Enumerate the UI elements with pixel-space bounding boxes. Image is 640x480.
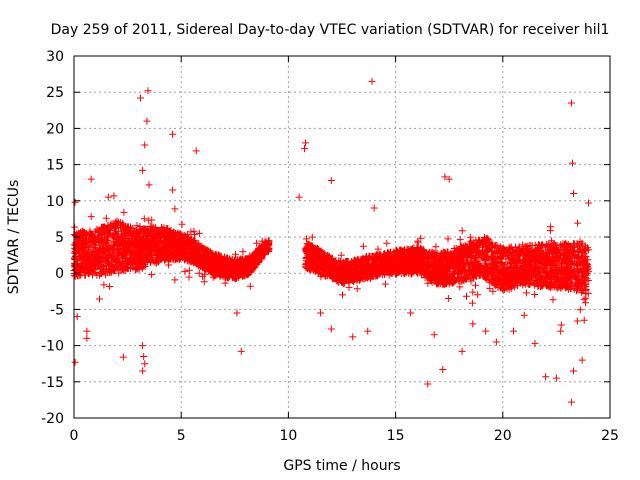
outlier-point xyxy=(73,313,81,321)
outlier-point xyxy=(441,173,449,181)
y-tick-label: 25 xyxy=(46,85,64,101)
chart-title: Day 259 of 2011, Sidereal Day-to-day VTE… xyxy=(51,22,610,38)
outlier-point xyxy=(317,309,325,317)
y-tick-label: 15 xyxy=(46,158,64,174)
y-tick-label: 20 xyxy=(46,121,64,137)
outlier-point xyxy=(567,99,575,107)
outlier-point xyxy=(71,198,79,206)
outlier-point xyxy=(139,367,147,375)
y-tick-label: 5 xyxy=(55,230,64,246)
y-axis-label: SDTVAR / TECUs xyxy=(6,180,22,295)
outlier-point xyxy=(300,145,308,153)
outlier-point xyxy=(531,339,539,347)
x-tick-label: 10 xyxy=(279,428,297,444)
y-tick-label: -15 xyxy=(41,375,64,391)
outlier-point xyxy=(580,316,588,324)
outlier-point xyxy=(295,193,303,201)
outlier-point xyxy=(237,347,245,355)
outlier-point xyxy=(458,347,466,355)
outlier-point xyxy=(445,175,453,183)
y-tick-label: 30 xyxy=(46,49,64,65)
outlier-point xyxy=(139,342,147,350)
outlier-point xyxy=(567,398,575,406)
outlier-point xyxy=(104,193,112,201)
outlier-point xyxy=(570,367,578,375)
y-tick-label: 0 xyxy=(55,266,64,282)
outlier-point xyxy=(169,186,177,194)
y-tick-label: -20 xyxy=(41,411,64,427)
x-tick-label: 15 xyxy=(387,428,405,444)
outlier-point xyxy=(585,199,593,207)
outlier-point xyxy=(520,311,528,319)
x-axis-label: GPS time / hours xyxy=(283,458,400,474)
outlier-point xyxy=(71,358,79,366)
outlier-point xyxy=(327,177,335,185)
x-tick-label: 0 xyxy=(70,428,79,444)
outlier-point xyxy=(141,141,149,149)
outlier-point xyxy=(510,327,518,335)
outlier-point xyxy=(570,190,578,198)
outlier-point xyxy=(424,380,432,388)
outlier-point xyxy=(139,166,147,174)
outlier-point xyxy=(370,204,378,212)
outlier-point xyxy=(557,327,565,335)
outlier-point xyxy=(492,338,500,346)
data-points xyxy=(70,77,593,406)
outlier-point xyxy=(141,360,149,368)
x-tick-label: 25 xyxy=(601,428,619,444)
outlier-point xyxy=(140,352,148,360)
outlier-point xyxy=(542,373,550,381)
outlier-point xyxy=(578,356,586,364)
outlier-point xyxy=(145,181,153,189)
outlier-point xyxy=(143,117,151,125)
outlier-point xyxy=(364,327,372,335)
outlier-point xyxy=(83,327,91,335)
outlier-point xyxy=(327,325,335,333)
dense-data-band xyxy=(70,192,593,329)
outlier-point xyxy=(430,331,438,339)
outlier-point xyxy=(119,353,127,361)
outlier-point xyxy=(349,333,357,341)
axis-ticks: 0 5 10 15 20 25 -20 -15 -10 -5 0 5 10 15 20 25 30 xyxy=(41,49,619,444)
outlier-point xyxy=(439,365,447,373)
outlier-point xyxy=(568,159,576,167)
outlier-point xyxy=(233,309,241,317)
outlier-point xyxy=(482,327,490,335)
outlier-point xyxy=(407,309,415,317)
x-tick-label: 20 xyxy=(494,428,512,444)
outlier-point xyxy=(87,175,95,183)
outlier-point xyxy=(368,77,376,85)
y-tick-label: -5 xyxy=(50,302,64,318)
outlier-point xyxy=(192,147,200,155)
x-tick-label: 5 xyxy=(177,428,186,444)
outlier-point xyxy=(144,87,152,95)
outlier-point xyxy=(169,130,177,138)
grid-lines xyxy=(74,56,610,418)
outlier-point xyxy=(83,334,91,342)
outlier-point xyxy=(469,320,477,328)
outlier-point xyxy=(302,139,310,147)
y-tick-label: 10 xyxy=(46,194,64,210)
outlier-point xyxy=(136,94,144,102)
outlier-point xyxy=(552,374,560,382)
y-tick-label: -10 xyxy=(41,339,64,355)
